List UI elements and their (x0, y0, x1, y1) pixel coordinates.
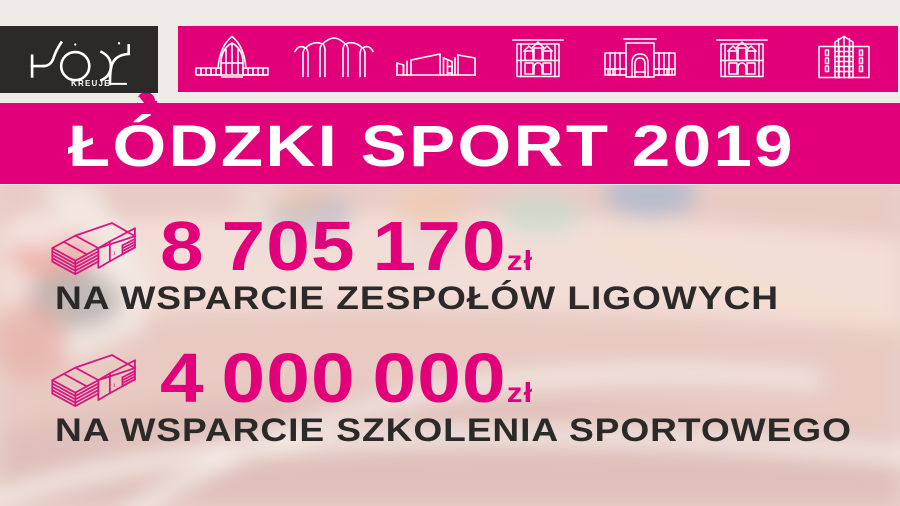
svg-text:1: 1 (113, 250, 116, 255)
svg-text:1: 1 (113, 382, 116, 387)
